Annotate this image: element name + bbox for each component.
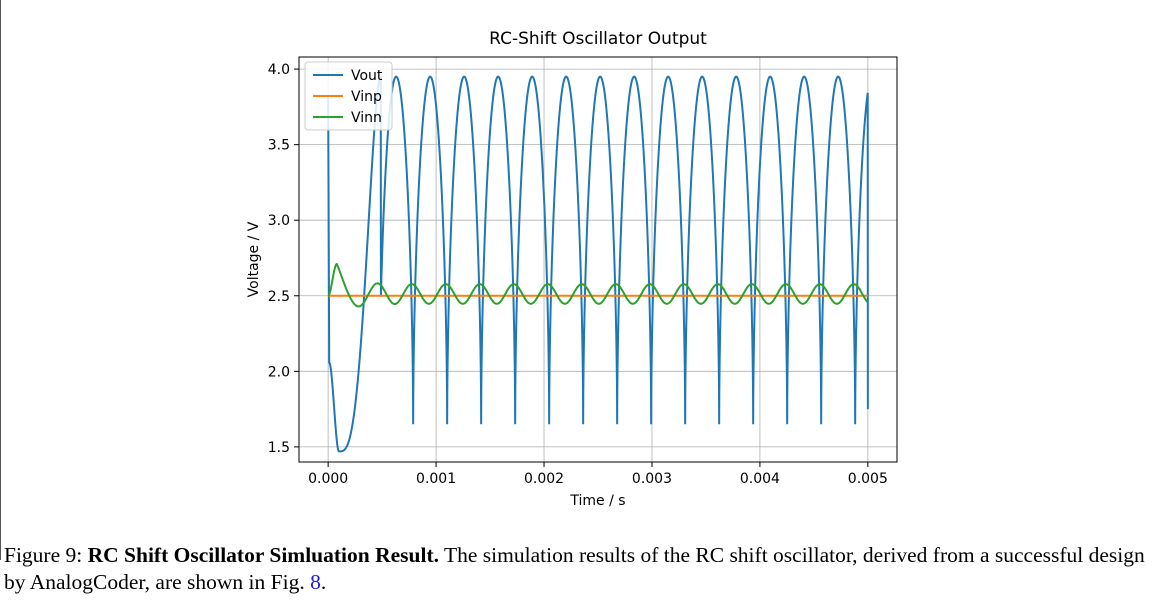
tick-group: 0.000 0.001 0.002 0.003 0.004 0.005 1.5 2.0 2.5 3… xyxy=(268,62,888,487)
y-tick-label: 2.5 xyxy=(268,289,290,305)
x-tick-label: 0.002 xyxy=(524,471,564,487)
oscillator-chart: 0.000 0.001 0.002 0.003 0.004 0.005 1.5 2.0 2.5 3… xyxy=(246,29,898,509)
page-left-rule xyxy=(0,0,1,560)
x-tick-label: 0.005 xyxy=(848,471,888,487)
y-axis-label: Voltage / V xyxy=(246,221,262,297)
legend-label-vout: Vout xyxy=(351,68,383,84)
figure-caption: Figure 9: RC Shift Oscillator Simluation… xyxy=(4,542,1154,596)
y-tick-label: 1.5 xyxy=(268,440,290,456)
series-vout-line xyxy=(327,75,869,453)
caption-period: . xyxy=(320,570,327,594)
series-group xyxy=(327,75,869,453)
legend: Vout Vinp Vinn xyxy=(304,61,393,131)
caption-label: Figure 9: xyxy=(4,543,83,567)
x-tick-label: 0.003 xyxy=(632,471,672,487)
legend-label-vinn: Vinn xyxy=(351,110,382,126)
series-vinn-line xyxy=(327,262,869,308)
legend-box xyxy=(304,61,393,131)
axes-frame xyxy=(298,56,898,463)
x-tick-label: 0.004 xyxy=(740,471,780,487)
x-tick-label: 0.000 xyxy=(308,471,348,487)
caption-bold-title: RC Shift Oscillator Simluation Result. xyxy=(87,543,439,567)
y-tick-label: 3.0 xyxy=(268,213,290,229)
chart-title: RC-Shift Oscillator Output xyxy=(489,29,707,49)
y-tick-label: 2.0 xyxy=(268,364,290,380)
legend-label-vinp: Vinp xyxy=(351,89,382,105)
caption-text: The simulation results of the RC shift o… xyxy=(4,543,1145,594)
y-tick-label: 4.0 xyxy=(268,62,290,78)
y-tick-label: 3.5 xyxy=(268,138,290,154)
figure-reference-link[interactable]: 8 xyxy=(310,570,321,594)
x-tick-label: 0.001 xyxy=(416,471,456,487)
x-axis-label: Time / s xyxy=(569,493,625,509)
